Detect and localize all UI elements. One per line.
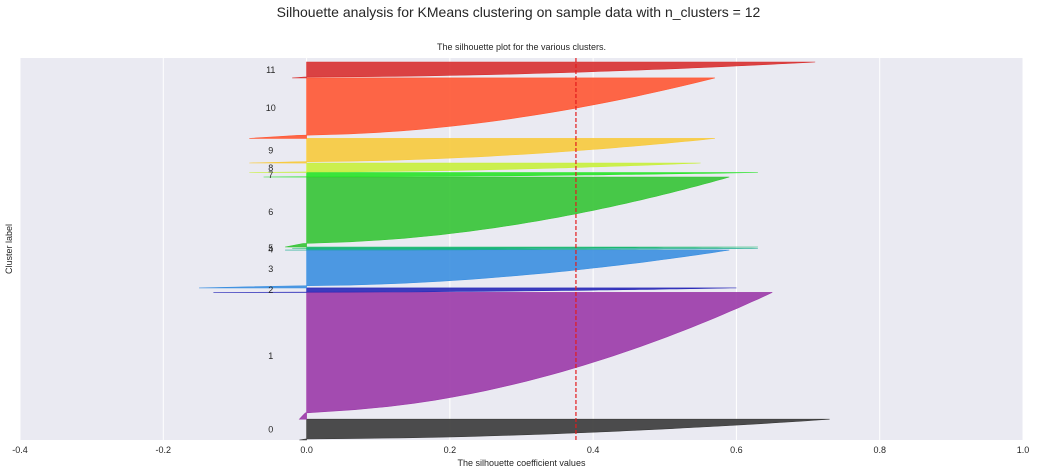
cluster-label-11: 11	[266, 65, 275, 75]
x-tick-label: -0.4	[12, 445, 28, 455]
cluster-label-9: 9	[268, 146, 273, 156]
cluster-11-silhouette	[292, 61, 816, 79]
x-tick-label: 0.0	[300, 445, 313, 455]
cluster-label-10: 10	[266, 103, 276, 113]
cluster-10-silhouette	[249, 77, 715, 139]
cluster-8-silhouette	[249, 162, 701, 173]
cluster-9-silhouette	[249, 138, 715, 164]
x-tick-label: 0.8	[873, 445, 886, 455]
cluster-label-5: 5	[268, 243, 273, 253]
x-axis-label: The silhouette coefficient values	[458, 458, 586, 468]
cluster-6-silhouette	[285, 176, 730, 248]
cluster-label-7: 7	[268, 170, 273, 180]
x-tick-label: -0.2	[156, 445, 172, 455]
cluster-silhouettes	[199, 61, 830, 441]
cluster-5-silhouette	[292, 246, 758, 249]
cluster-label-0: 0	[268, 425, 273, 435]
cluster-2-silhouette	[213, 287, 737, 293]
cluster-label-8: 8	[268, 163, 273, 173]
x-tick-label: 1.0	[1017, 445, 1030, 455]
plot-title: The silhouette plot for the various clus…	[437, 42, 606, 52]
cluster-label-6: 6	[268, 207, 273, 217]
cluster-label-2: 2	[268, 285, 273, 295]
cluster-3-silhouette	[199, 249, 730, 289]
x-tick-label: 0.2	[444, 445, 457, 455]
cluster-1-silhouette	[298, 292, 773, 420]
cluster-labels: 0 1 2 3 45 6 78 9 10 11	[266, 65, 276, 435]
cluster-label-3: 3	[268, 264, 273, 274]
y-axis-label: Cluster label	[4, 224, 14, 274]
cluster-4-silhouette	[285, 248, 758, 251]
figure-suptitle: Silhouette analysis for KMeans clusterin…	[276, 4, 761, 20]
x-tick-labels: -0.4 -0.2 0.0 0.2 0.4 0.6 0.8 1.0	[12, 445, 1029, 455]
x-tick-label: 0.4	[587, 445, 600, 455]
cluster-0-silhouette	[299, 418, 830, 441]
x-tick-label: 0.6	[730, 445, 743, 455]
cluster-7-silhouette	[263, 172, 758, 178]
cluster-label-1: 1	[268, 351, 273, 361]
cluster-label-4: 4	[268, 244, 273, 254]
